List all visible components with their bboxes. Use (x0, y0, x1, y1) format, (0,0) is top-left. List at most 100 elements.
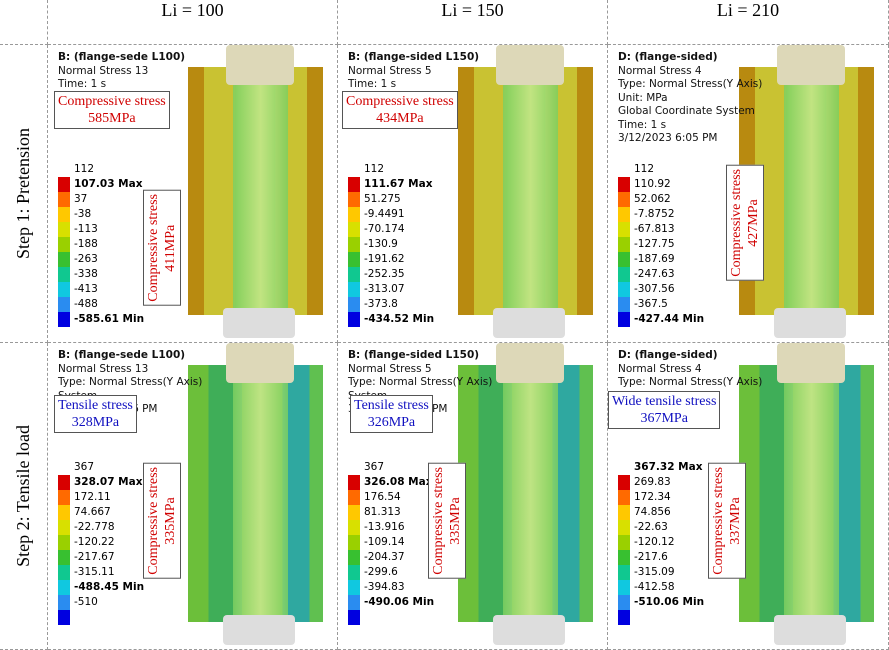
nut (493, 615, 565, 645)
panel: B: (flange-sided L150)Normal Stress 5Tim… (338, 45, 608, 343)
legend-swatch (58, 207, 70, 222)
annotation-line: 585MPa (58, 110, 166, 127)
legend-label: -427.44 Min (634, 313, 704, 325)
info-line: Global Coordinate System (618, 105, 762, 119)
annotation: Tensile stress328MPa (54, 395, 137, 433)
legend-label: -13.916 (364, 521, 405, 533)
bolt (784, 45, 839, 335)
legend: 112110.9252.062-7.8752-67.813-127.75-187… (618, 163, 718, 338)
legend-swatch (348, 610, 360, 625)
legend-label: -488.45 Min (74, 581, 144, 593)
legend-label: 172.34 (634, 491, 671, 503)
bolt (784, 343, 839, 642)
annotation-line: 411MPa (162, 194, 179, 302)
legend-swatch (348, 237, 360, 252)
info-line: Time: 1 s (58, 78, 185, 92)
info-line: 3/12/2023 6:05 PM (618, 132, 762, 146)
legend-label: 326.08 Max (364, 476, 432, 488)
annotation-line: 328MPa (58, 414, 133, 431)
legend-label: -488 (74, 298, 98, 310)
bolt-head (777, 45, 845, 85)
figure: Li = 100Li = 150Li = 210Step 1: Pretensi… (0, 0, 889, 650)
legend-swatch (348, 535, 360, 550)
legend-swatch (348, 580, 360, 595)
legend-swatch (618, 237, 630, 252)
legend-swatch (618, 490, 630, 505)
legend-swatch (58, 475, 70, 490)
nut (774, 615, 846, 645)
legend-label: 51.275 (364, 193, 401, 205)
legend-swatch (618, 267, 630, 282)
annotation: Compressive stress335MPa (143, 463, 181, 579)
column-header: Li = 100 (48, 0, 338, 45)
legend-swatch (618, 297, 630, 312)
legend-label: -67.813 (634, 223, 675, 235)
annotation-line: Compressive stress (728, 169, 745, 277)
bolt (233, 45, 288, 335)
info-line: Normal Stress 13 (58, 65, 185, 79)
legend-label: 367 (74, 461, 94, 473)
nut (493, 308, 565, 338)
legend-swatch (58, 312, 70, 327)
info-line: Time: 1 s (348, 78, 479, 92)
legend-swatch (348, 222, 360, 237)
legend-swatch (58, 505, 70, 520)
legend-label: -247.63 (634, 268, 675, 280)
row-label: Step 1: Pretension (0, 45, 48, 343)
legend-swatch (58, 237, 70, 252)
legend-label: -217.6 (634, 551, 668, 563)
legend-label: -7.8752 (634, 208, 675, 220)
panel-title: B: (flange-sided L150) (348, 51, 479, 65)
annotation-line: 326MPa (354, 414, 429, 431)
panel-info: D: (flange-sided)Normal Stress 4Type: No… (618, 51, 762, 146)
legend-label: -367.5 (634, 298, 668, 310)
legend-label: -109.14 (364, 536, 405, 548)
legend-swatch (348, 312, 360, 327)
legend-label: -313.07 (364, 283, 405, 295)
panel-title: D: (flange-sided) (618, 349, 762, 363)
legend-label: -263 (74, 253, 98, 265)
legend-swatch (618, 222, 630, 237)
legend-swatch (618, 520, 630, 535)
annotation-line: Compressive stress (58, 93, 166, 110)
legend-label: -9.4491 (364, 208, 405, 220)
legend-swatch (348, 505, 360, 520)
annotation-line: Compressive stress (430, 467, 447, 575)
legend-swatch (348, 475, 360, 490)
legend-swatch (618, 192, 630, 207)
bolt (233, 343, 288, 642)
legend-swatch (58, 535, 70, 550)
legend-label: 81.313 (364, 506, 401, 518)
legend-label: 37 (74, 193, 87, 205)
legend-label: 112 (74, 163, 94, 175)
legend-swatch (58, 177, 70, 192)
legend-swatch (618, 595, 630, 610)
legend-label: -127.75 (634, 238, 675, 250)
bolt-head (226, 45, 294, 85)
annotation: Compressive stress335MPa (428, 463, 466, 579)
annotation: Compressive stress337MPa (708, 463, 746, 579)
info-line: Unit: MPa (618, 92, 762, 106)
annotation-line: Compressive stress (145, 467, 162, 575)
legend-swatch (618, 580, 630, 595)
legend-swatch (348, 490, 360, 505)
legend-swatch (348, 565, 360, 580)
info-line: Normal Stress 4 (618, 363, 762, 377)
legend-label: 112 (364, 163, 384, 175)
legend-label: -130.9 (364, 238, 398, 250)
legend-swatch (618, 312, 630, 327)
legend-label: 367 (364, 461, 384, 473)
legend-swatch (58, 297, 70, 312)
info-line: Type: Normal Stress(Y Axis) (618, 78, 762, 92)
legend-swatch (58, 192, 70, 207)
legend-swatch (348, 297, 360, 312)
legend-swatch (348, 282, 360, 297)
legend-label: -188 (74, 238, 98, 250)
panel-title: B: (flange-sede L100) (58, 349, 202, 363)
